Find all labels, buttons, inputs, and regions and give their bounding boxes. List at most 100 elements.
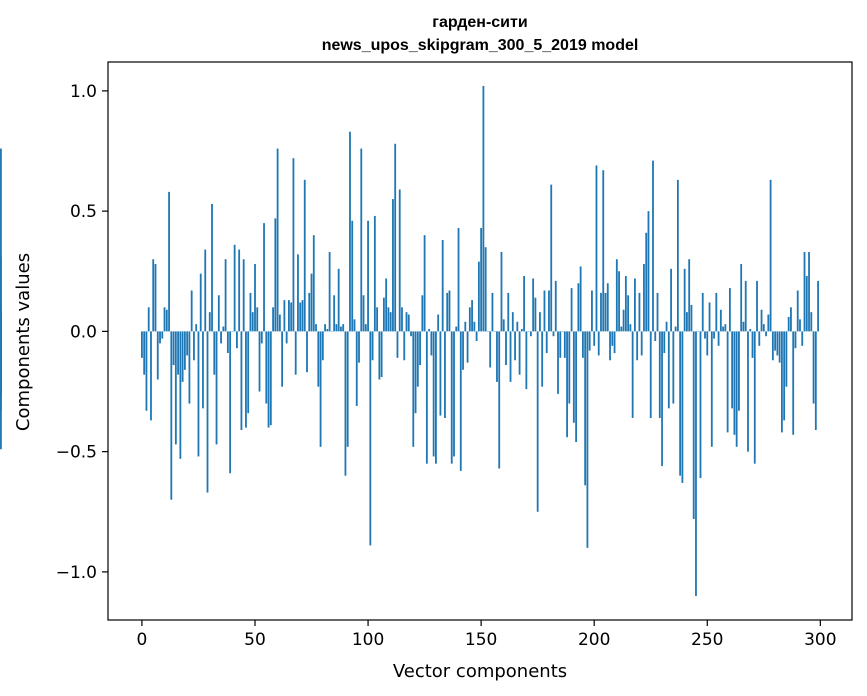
bar-26: [199, 273, 202, 332]
bar-272: [756, 280, 758, 332]
bar-50: [254, 264, 256, 332]
bar-140: [457, 227, 460, 332]
bar-7: [156, 331, 159, 380]
bar-126: [425, 331, 428, 464]
y-tick-label: 0.5: [70, 202, 97, 222]
bar-157: [496, 331, 498, 382]
bar-199: [591, 290, 593, 332]
bar-86: [335, 324, 338, 332]
bar-170: [525, 331, 528, 390]
bar-259: [726, 331, 729, 433]
bar-152: [484, 247, 487, 332]
bar-255: [717, 331, 720, 346]
bar-54: [263, 223, 265, 332]
bar-102: [371, 331, 374, 361]
bar-151: [482, 86, 485, 332]
y-axis-label: Components values: [13, 253, 34, 431]
bar-109: [387, 307, 390, 332]
bar-51: [256, 307, 259, 332]
bar-121: [414, 331, 417, 414]
bar-205: [604, 292, 607, 332]
bar-287: [790, 307, 792, 332]
bar-142: [462, 331, 464, 370]
bar-215: [627, 295, 630, 332]
bar-162: [507, 292, 510, 332]
bar-173: [532, 278, 535, 332]
bar-36: [222, 326, 225, 332]
bar-87: [337, 268, 340, 332]
bar-114: [398, 189, 401, 332]
bar-226: [652, 160, 654, 332]
bar-191: [572, 331, 575, 423]
bar-93: [351, 220, 354, 332]
bar-197: [586, 331, 589, 548]
bar-243: [690, 304, 693, 332]
bar-275: [762, 324, 765, 332]
bar-258: [724, 324, 727, 332]
bar-6: [154, 264, 157, 332]
bar-107: [382, 297, 385, 332]
bar-278: [769, 179, 772, 332]
bar-31: [211, 203, 213, 332]
bar-43: [238, 249, 241, 332]
bar-169: [523, 276, 525, 332]
y-tick-label: −0.5: [56, 443, 97, 463]
bar-230: [661, 331, 663, 467]
bar-13: [170, 331, 173, 500]
bar-118: [407, 314, 410, 332]
bar-69: [297, 254, 299, 332]
bar-221: [640, 331, 643, 356]
bar-138: [453, 331, 455, 457]
bar-206: [606, 283, 609, 332]
bar-242: [688, 259, 691, 332]
bar-56: [267, 331, 270, 428]
bar-11: [165, 309, 168, 332]
bar-32: [213, 331, 216, 375]
bar-159: [500, 252, 503, 332]
bar-24: [195, 324, 198, 332]
bar-89: [342, 324, 345, 332]
bar-99: [364, 324, 367, 332]
bar-277: [767, 314, 770, 332]
bar-76: [312, 235, 315, 332]
bar-212: [620, 326, 623, 332]
bar-291: [799, 319, 801, 332]
bar-27: [202, 331, 204, 409]
bar-234: [670, 268, 672, 332]
bar-262: [733, 331, 736, 435]
bar-145: [468, 307, 471, 332]
bar-264: [738, 331, 740, 411]
bar-116: [403, 331, 406, 361]
bar-247: [699, 331, 702, 479]
bar-127: [428, 328, 431, 332]
bar-269: [749, 328, 752, 332]
bar-39: [229, 331, 232, 474]
bar-160: [502, 319, 505, 332]
bar-8: [159, 331, 161, 344]
bar-44: [240, 331, 243, 430]
bar-37: [224, 259, 227, 332]
bar-61: [278, 314, 281, 332]
bar-267: [744, 280, 747, 332]
bar-129: [432, 331, 435, 457]
bar-211: [618, 271, 620, 332]
bar-298: [814, 331, 817, 430]
bar-90: [344, 331, 347, 476]
bar-235: [672, 331, 675, 404]
bar-216: [629, 324, 632, 332]
bar-233: [667, 331, 670, 409]
bar-0: [141, 331, 143, 358]
bar-209: [613, 331, 616, 354]
bar-289: [794, 331, 797, 349]
bar-154: [489, 331, 492, 368]
bar-137: [450, 331, 453, 464]
bar-91: [346, 331, 349, 447]
bar-283: [780, 331, 783, 433]
bars-group: [0, 86, 819, 596]
bar-120: [412, 331, 415, 447]
bar-192: [575, 331, 578, 443]
bar-21: [188, 331, 191, 404]
x-tick-label: 100: [352, 630, 384, 650]
bar-189: [568, 331, 571, 404]
bar-34: [217, 295, 220, 332]
